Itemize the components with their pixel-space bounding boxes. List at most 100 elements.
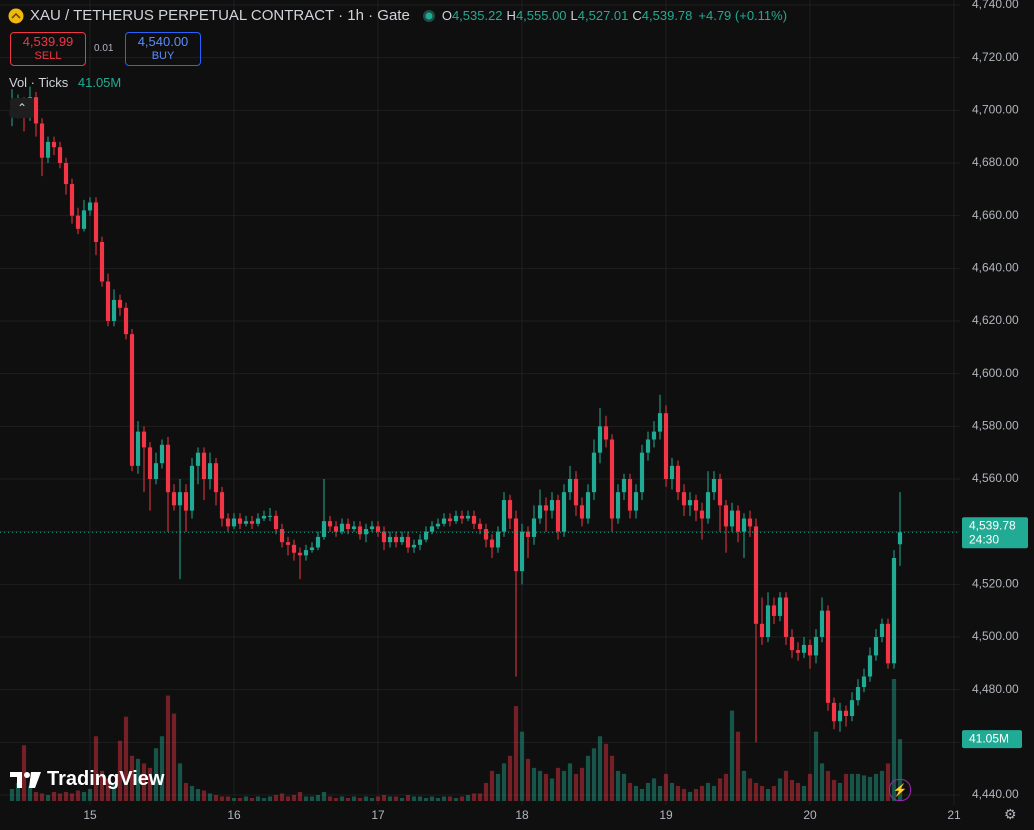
- buy-button[interactable]: 4,540.00 BUY: [125, 32, 201, 66]
- y-tick-label: 4,480.00: [972, 682, 1019, 696]
- volume-bar: [897, 739, 903, 801]
- candle-body: [303, 550, 309, 556]
- candle-body: [69, 184, 75, 216]
- volume-bar: [639, 788, 645, 801]
- volume-bar: [21, 745, 27, 801]
- volume-bar: [171, 713, 177, 801]
- candle-body: [801, 644, 807, 653]
- candle-body: [369, 526, 375, 530]
- volume-bar: [669, 782, 675, 801]
- candle-body: [165, 444, 171, 493]
- candle-body: [735, 510, 741, 532]
- volume-bar: [75, 790, 81, 801]
- candle-body: [393, 536, 399, 543]
- candle-body: [555, 500, 561, 532]
- candle-body: [879, 623, 885, 637]
- candle-body: [375, 526, 381, 532]
- x-tick-label: 18: [515, 808, 529, 822]
- volume-bar: [435, 797, 441, 801]
- ohlc-key: L: [570, 8, 578, 23]
- volume-bar: [543, 773, 549, 801]
- candle-body: [189, 465, 195, 511]
- volume-bar: [579, 767, 585, 801]
- volume-bar: [795, 782, 801, 801]
- volume-bar: [351, 796, 357, 801]
- volume-bar: [453, 797, 459, 801]
- volume-bar: [399, 797, 405, 801]
- volume-bar: [447, 796, 453, 801]
- candle-body: [345, 523, 351, 530]
- volume-bar: [441, 796, 447, 801]
- candle-body: [339, 523, 345, 532]
- volume-bar: [423, 797, 429, 801]
- volume-bar: [465, 794, 471, 801]
- candle-body: [177, 492, 183, 506]
- volume-bar: [855, 773, 861, 801]
- candle-body: [99, 242, 105, 282]
- collapse-button[interactable]: ⌃: [10, 98, 34, 118]
- volume-bar: [87, 788, 93, 801]
- volume-bar: [267, 796, 273, 801]
- y-tick-label: 4,620.00: [972, 313, 1019, 327]
- sell-label: SELL: [34, 50, 62, 62]
- volume-bar: [621, 773, 627, 801]
- volume-bar: [513, 706, 519, 801]
- candle-body: [495, 531, 501, 548]
- candle-body: [663, 413, 669, 479]
- spread: 0.01: [94, 43, 114, 54]
- volume-bar: [183, 782, 189, 801]
- candle-body: [231, 518, 237, 527]
- volume-bar: [129, 755, 135, 801]
- settings-button[interactable]: ⚙: [1004, 806, 1017, 822]
- candle-body: [201, 452, 207, 479]
- candle-body: [567, 479, 573, 493]
- candle-body: [615, 492, 621, 519]
- volume-bar: [201, 790, 207, 801]
- volume-bar: [231, 797, 237, 801]
- candle-body: [423, 531, 429, 540]
- volume-bar: [393, 796, 399, 801]
- volume-bar: [57, 793, 63, 801]
- y-tick-label: 4,680.00: [972, 155, 1019, 169]
- volume-bar: [339, 796, 345, 801]
- candle-body: [477, 523, 483, 530]
- candle-body: [543, 505, 549, 511]
- candle-body: [291, 544, 297, 553]
- volume-tag: [962, 730, 1022, 749]
- candle-body: [321, 521, 327, 537]
- candle-body: [63, 163, 69, 185]
- lightning-button[interactable]: ⚡: [889, 779, 911, 801]
- volume-bar: [309, 796, 315, 801]
- volume-bar: [105, 778, 111, 801]
- change: +4.79 (+0.11%): [698, 8, 788, 23]
- candle-body: [537, 505, 543, 519]
- candle-body: [363, 529, 369, 535]
- candle-body: [687, 500, 693, 506]
- volume-bar: [123, 716, 129, 801]
- x-tick-label: 15: [83, 808, 97, 822]
- candle-body: [417, 539, 423, 545]
- volume-bar: [885, 763, 891, 801]
- volume-bar: [495, 773, 501, 801]
- ohlc-key: C: [632, 8, 642, 23]
- sell-button[interactable]: 4,539.99 SELL: [10, 32, 86, 66]
- x-tick-label: 21: [947, 808, 961, 822]
- candle-body: [45, 141, 51, 158]
- volume-bar: [243, 796, 249, 801]
- candle-body: [57, 147, 63, 163]
- candle-body: [225, 518, 231, 527]
- volume-bar: [369, 797, 375, 801]
- candle-body: [387, 536, 393, 543]
- candle-body: [453, 515, 459, 522]
- candle-body: [249, 521, 255, 524]
- volume-bar: [597, 736, 603, 801]
- candle-body: [783, 597, 789, 637]
- volume-bar: [477, 793, 483, 801]
- chart-header: XAU / TETHERUS PERPETUAL CONTRACT · 1h ·…: [8, 7, 787, 24]
- volume-bar: [873, 773, 879, 801]
- volume-bar: [645, 782, 651, 801]
- candle-body: [795, 650, 801, 653]
- volume-bar: [657, 785, 663, 801]
- candle-body: [657, 413, 663, 432]
